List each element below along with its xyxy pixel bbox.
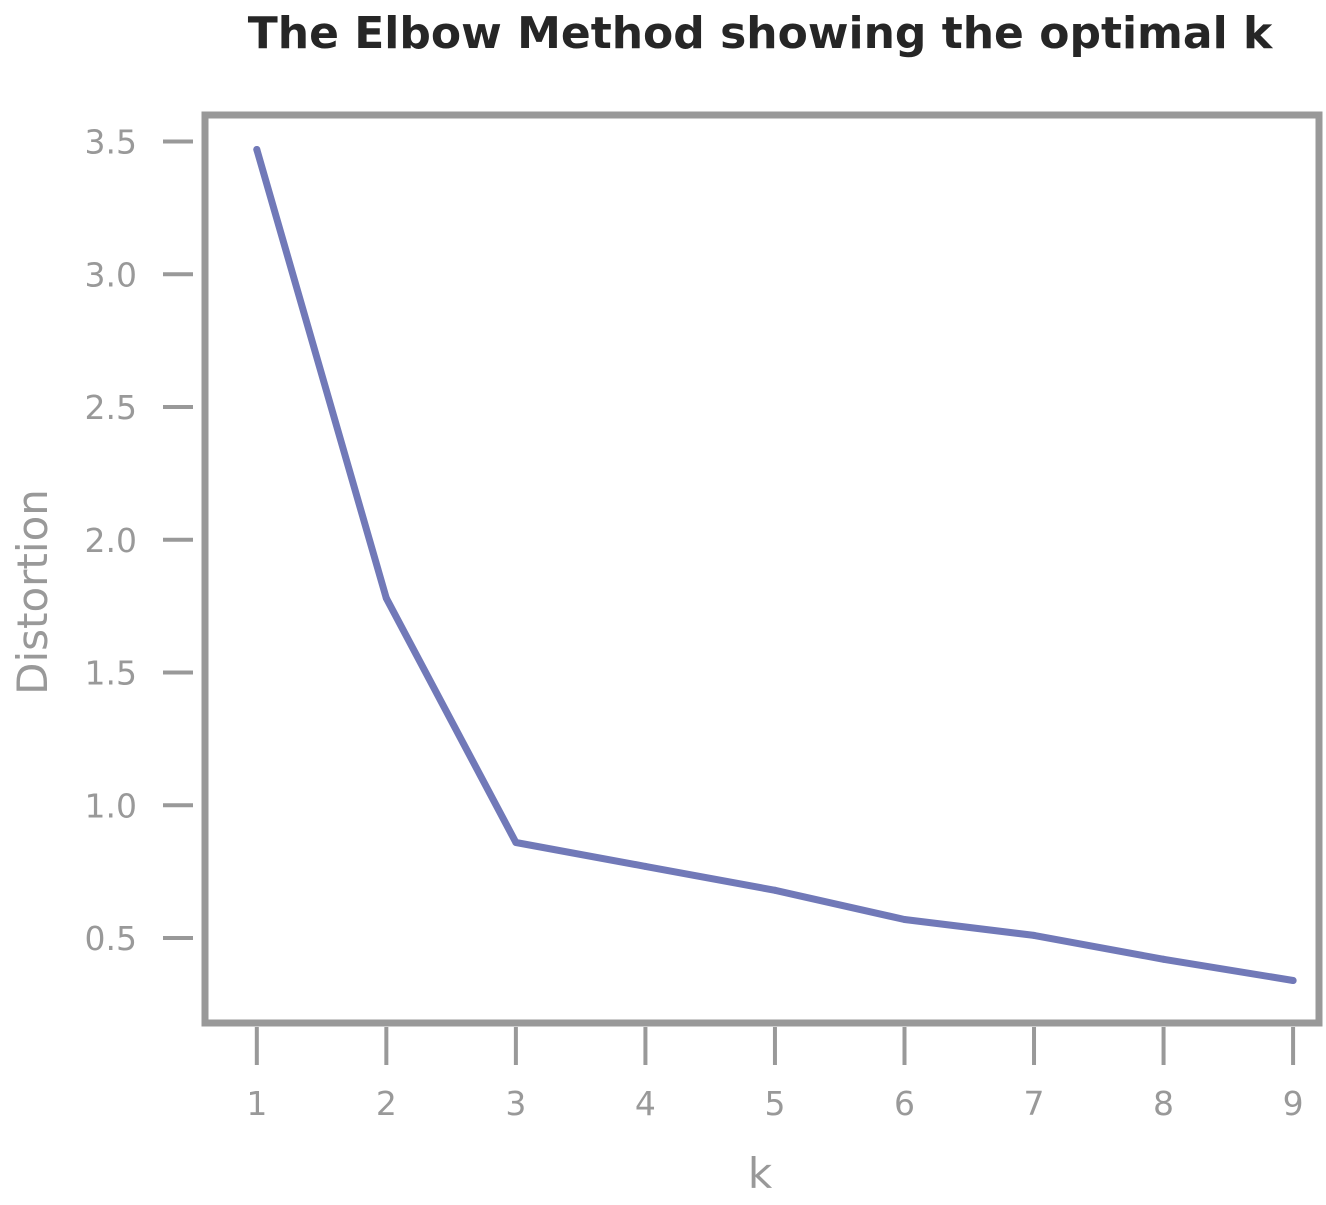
- data-point-k2: [382, 594, 390, 602]
- data-point-k1: [253, 146, 261, 154]
- y-tick-label: 2.5: [85, 388, 137, 427]
- chart-title: The Elbow Method showing the optimal k: [248, 8, 1274, 59]
- y-axis-label: Distortion: [8, 489, 57, 695]
- y-axis: 0.5 1.0 1.5 2.0 2.5 3.0 3.5: [85, 123, 193, 958]
- x-axis: 1 2 3 4 5 6 7 8 9: [246, 1027, 1304, 1123]
- data-point-k4: [641, 862, 649, 870]
- y-tick-label: 3.5: [85, 123, 137, 162]
- x-tick-label: 7: [1024, 1084, 1045, 1123]
- data-point-k6: [900, 915, 908, 923]
- x-tick-label: 1: [246, 1084, 267, 1123]
- x-tick-label: 9: [1283, 1084, 1304, 1123]
- x-tick-label: 5: [764, 1084, 785, 1123]
- plot-frame: [201, 111, 1323, 1027]
- data-point-k8: [1160, 955, 1168, 963]
- y-tick-label: 1.0: [85, 786, 137, 825]
- x-axis-label: k: [748, 1149, 773, 1198]
- x-tick-label: 6: [894, 1084, 915, 1123]
- data-point-k3: [512, 838, 520, 846]
- y-tick-label: 1.5: [85, 654, 137, 693]
- x-tick-label: 2: [376, 1084, 397, 1123]
- data-point-k9: [1289, 977, 1297, 985]
- x-tick-label: 8: [1153, 1084, 1174, 1123]
- y-tick-label: 2.0: [85, 521, 137, 560]
- y-tick-label: 3.0: [85, 255, 137, 294]
- data-point-k5: [771, 886, 779, 894]
- data-point-k7: [1030, 931, 1038, 939]
- x-tick-label: 4: [635, 1084, 656, 1123]
- y-tick-label: 0.5: [85, 919, 137, 958]
- x-tick-label: 3: [505, 1084, 526, 1123]
